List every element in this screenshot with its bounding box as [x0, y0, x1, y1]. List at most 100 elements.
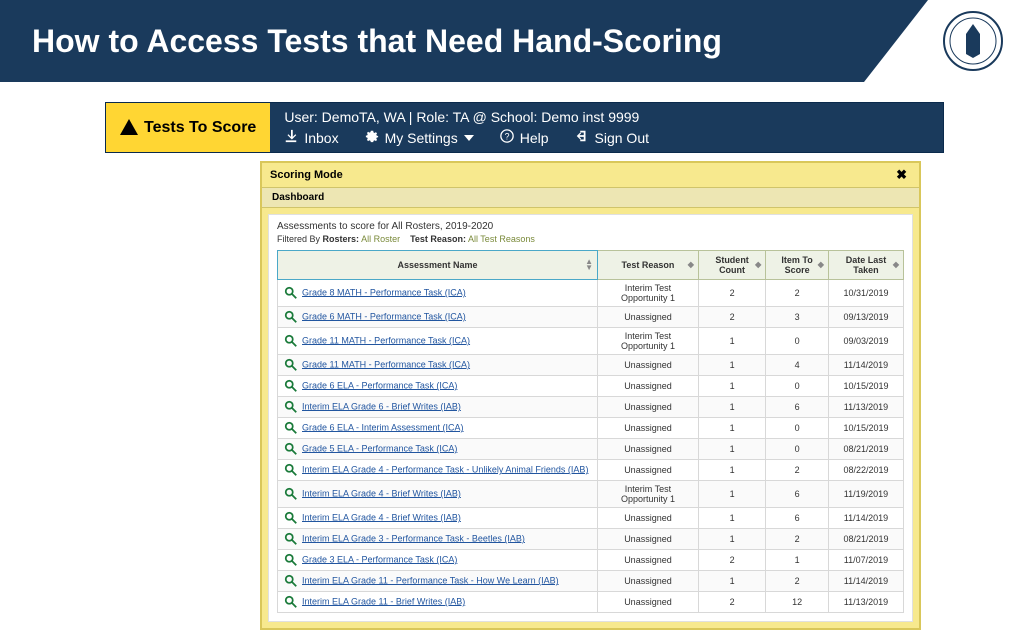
table-row: Grade 6 ELA - Interim Assessment (ICA)Un…: [278, 418, 904, 439]
signout-link[interactable]: Sign Out: [575, 129, 649, 146]
magnify-icon[interactable]: [284, 358, 298, 372]
assessment-link[interactable]: Interim ELA Grade 11 - Brief Writes (IAB…: [302, 596, 465, 606]
cell-student-count: 1: [698, 439, 765, 460]
cell-date: 10/31/2019: [828, 280, 903, 307]
signout-icon: [575, 129, 589, 146]
app-topbar: Tests To Score User: DemoTA, WA | Role: …: [105, 102, 944, 153]
assessment-link[interactable]: Interim ELA Grade 4 - Brief Writes (IAB): [302, 488, 461, 498]
magnify-icon[interactable]: [284, 487, 298, 501]
cell-item-to-score: 3: [766, 307, 829, 328]
cell-date: 08/21/2019: [828, 439, 903, 460]
col-assessment-name[interactable]: Assessment Name▲▼: [278, 251, 598, 280]
magnify-icon[interactable]: [284, 379, 298, 393]
cell-student-count: 1: [698, 328, 765, 355]
table-row: Interim ELA Grade 4 - Brief Writes (IAB)…: [278, 481, 904, 508]
cell-student-count: 2: [698, 280, 765, 307]
assessment-link[interactable]: Interim ELA Grade 4 - Brief Writes (IAB): [302, 512, 461, 522]
svg-text:?: ?: [504, 132, 509, 142]
cell-assessment-name: Grade 6 MATH - Performance Task (ICA): [278, 307, 598, 328]
cell-date: 10/15/2019: [828, 376, 903, 397]
magnify-icon[interactable]: [284, 511, 298, 525]
magnify-icon[interactable]: [284, 574, 298, 588]
cell-date: 08/22/2019: [828, 460, 903, 481]
tests-badge-label: Tests To Score: [144, 119, 256, 137]
warning-icon: [120, 119, 138, 135]
slide-header: How to Access Tests that Need Hand-Scori…: [0, 0, 1024, 82]
cell-test-reason: Interim Test Opportunity 1: [598, 280, 699, 307]
magnify-icon[interactable]: [284, 400, 298, 414]
cell-test-reason: Unassigned: [598, 376, 699, 397]
assessment-link[interactable]: Grade 11 MATH - Performance Task (ICA): [302, 359, 470, 369]
tests-to-score-badge[interactable]: Tests To Score: [106, 103, 270, 152]
cell-item-to-score: 6: [766, 508, 829, 529]
cell-test-reason: Unassigned: [598, 550, 699, 571]
magnify-icon[interactable]: [284, 463, 298, 477]
cell-student-count: 1: [698, 418, 765, 439]
close-button[interactable]: ✖: [892, 167, 911, 183]
rosters-value[interactable]: All Roster: [361, 234, 400, 244]
table-row: Interim ELA Grade 4 - Performance Task -…: [278, 460, 904, 481]
magnify-icon[interactable]: [284, 421, 298, 435]
col-date-last-taken[interactable]: Date Last Taken◆: [828, 251, 903, 280]
assessment-link[interactable]: Grade 5 ELA - Performance Task (ICA): [302, 443, 457, 453]
dashboard-crumb[interactable]: Dashboard: [262, 187, 919, 208]
sort-icon: ◆: [818, 262, 824, 268]
signout-label: Sign Out: [595, 130, 649, 146]
cell-date: 11/13/2019: [828, 592, 903, 613]
user-info-line: User: DemoTA, WA | Role: TA @ School: De…: [284, 109, 929, 125]
sort-icon: ◆: [755, 262, 761, 268]
col-item-to-score[interactable]: Item To Score◆: [766, 251, 829, 280]
cell-date: 10/15/2019: [828, 418, 903, 439]
state-seal-icon: [942, 10, 1004, 72]
magnify-icon[interactable]: [284, 532, 298, 546]
assessment-link[interactable]: Grade 6 MATH - Performance Task (ICA): [302, 311, 466, 321]
table-row: Interim ELA Grade 3 - Performance Task -…: [278, 529, 904, 550]
col-student-count[interactable]: Student Count◆: [698, 251, 765, 280]
settings-label: My Settings: [385, 130, 458, 146]
cell-item-to-score: 1: [766, 550, 829, 571]
cell-item-to-score: 6: [766, 397, 829, 418]
magnify-icon[interactable]: [284, 553, 298, 567]
cell-date: 11/14/2019: [828, 508, 903, 529]
cell-assessment-name: Grade 11 MATH - Performance Task (ICA): [278, 328, 598, 355]
assessment-link[interactable]: Grade 6 ELA - Interim Assessment (ICA): [302, 422, 464, 432]
cell-assessment-name: Interim ELA Grade 4 - Brief Writes (IAB): [278, 481, 598, 508]
table-row: Interim ELA Grade 11 - Performance Task …: [278, 571, 904, 592]
reason-label: Test Reason:: [410, 234, 466, 244]
table-row: Grade 11 MATH - Performance Task (ICA)Un…: [278, 355, 904, 376]
magnify-icon[interactable]: [284, 310, 298, 324]
assessment-link[interactable]: Interim ELA Grade 3 - Performance Task -…: [302, 533, 525, 543]
cell-date: 09/13/2019: [828, 307, 903, 328]
assessment-link[interactable]: Grade 6 ELA - Performance Task (ICA): [302, 380, 457, 390]
cell-test-reason: Interim Test Opportunity 1: [598, 328, 699, 355]
cell-assessment-name: Grade 6 ELA - Performance Task (ICA): [278, 376, 598, 397]
cell-assessment-name: Grade 5 ELA - Performance Task (ICA): [278, 439, 598, 460]
col-test-reason[interactable]: Test Reason◆: [598, 251, 699, 280]
window-body: Assessments to score for All Rosters, 20…: [268, 214, 913, 622]
assessment-link[interactable]: Interim ELA Grade 4 - Performance Task -…: [302, 464, 588, 474]
cell-item-to-score: 12: [766, 592, 829, 613]
my-settings-link[interactable]: My Settings: [365, 129, 474, 146]
assessment-link[interactable]: Interim ELA Grade 11 - Performance Task …: [302, 575, 559, 585]
cell-date: 09/03/2019: [828, 328, 903, 355]
reason-value[interactable]: All Test Reasons: [468, 234, 535, 244]
magnify-icon[interactable]: [284, 334, 298, 348]
assessment-link[interactable]: Grade 8 MATH - Performance Task (ICA): [302, 287, 466, 297]
sort-icon: ◆: [893, 262, 899, 268]
assessment-link[interactable]: Grade 3 ELA - Performance Task (ICA): [302, 554, 457, 564]
cell-date: 11/14/2019: [828, 571, 903, 592]
cell-student-count: 1: [698, 529, 765, 550]
magnify-icon[interactable]: [284, 595, 298, 609]
assessment-link[interactable]: Interim ELA Grade 6 - Brief Writes (IAB): [302, 401, 461, 411]
window-title: Scoring Mode: [270, 169, 343, 181]
magnify-icon[interactable]: [284, 286, 298, 300]
table-header-row: Assessment Name▲▼ Test Reason◆ Student C…: [278, 251, 904, 280]
sort-icon: ◆: [688, 262, 694, 268]
help-link[interactable]: ? Help: [500, 129, 549, 146]
inbox-link[interactable]: Inbox: [284, 129, 338, 146]
assessment-link[interactable]: Grade 11 MATH - Performance Task (ICA): [302, 335, 470, 345]
cell-assessment-name: Interim ELA Grade 4 - Performance Task -…: [278, 460, 598, 481]
magnify-icon[interactable]: [284, 442, 298, 456]
cell-test-reason: Unassigned: [598, 529, 699, 550]
cell-item-to-score: 0: [766, 328, 829, 355]
